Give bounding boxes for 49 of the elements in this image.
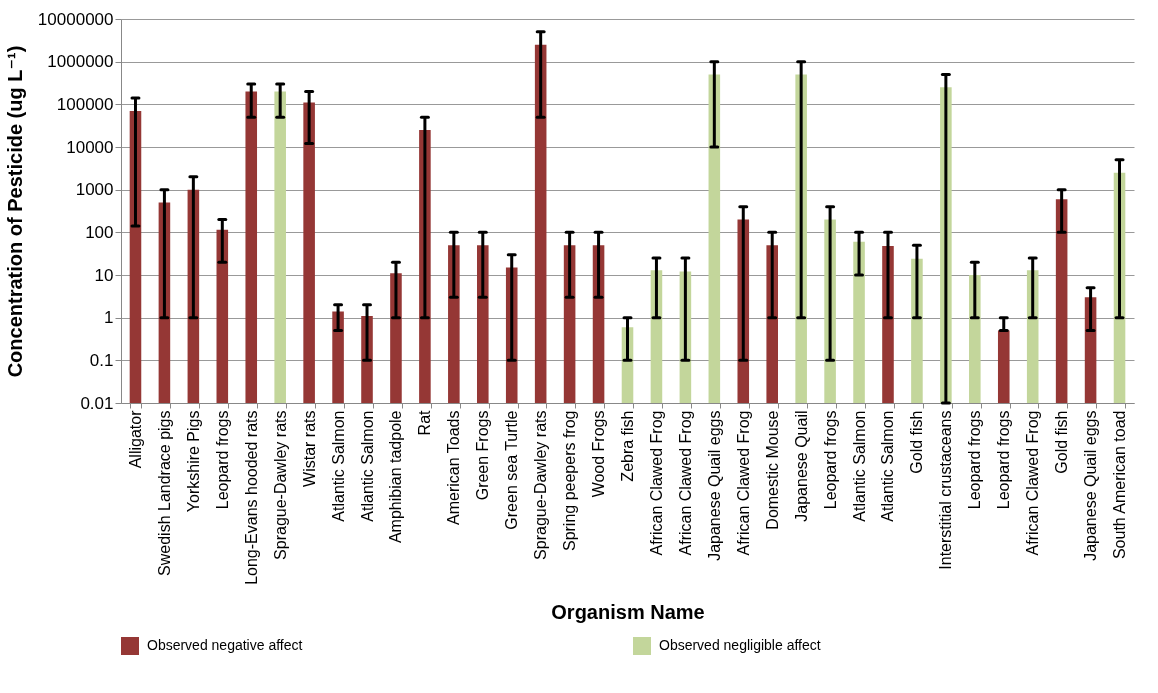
x-tick-label: Zebra fish	[619, 410, 636, 482]
legend-label: Observed negligible affect	[659, 637, 821, 653]
y-axis-title: Concentration of Pesticide (ug L⁻¹)	[3, 45, 26, 378]
x-tick-label: African Clawed Frog	[734, 410, 752, 556]
y-tick-label: 10000	[66, 137, 114, 157]
x-tick-label: Green sea Turtle	[503, 410, 521, 530]
x-tick-label: Wood Frogs	[590, 410, 608, 498]
x-tick-label: American Toads	[445, 410, 463, 525]
y-tick-label: 100	[85, 222, 114, 242]
y-tick-label: 100000	[56, 94, 114, 114]
x-tick-label: Leopard frogs	[995, 410, 1013, 510]
x-tick-label: Long-Evans hooded rats	[242, 410, 260, 585]
x-tick-label: Spring peepers frog	[561, 410, 579, 552]
legend-label: Observed negative affect	[147, 637, 303, 653]
x-tick-label: Swedish Landrace pigs	[155, 410, 173, 576]
y-tick-label: 0.1	[89, 350, 114, 370]
x-axis-title: Organism Name	[551, 600, 705, 623]
x-tick-label: Atlantic Salmon	[879, 410, 897, 522]
x-tick-label: Japanese Quail	[792, 410, 810, 522]
y-tick-label: 10000000	[37, 9, 114, 29]
y-tick-label: 0.01	[80, 393, 114, 413]
x-tick-label: Sprague-Dawley rats	[271, 410, 289, 560]
x-tick-label: African Clawed Frog	[647, 410, 665, 556]
x-tick-label: Sprague-Dawley rats	[532, 410, 550, 560]
x-tick-label: Leopard frogs	[966, 410, 984, 510]
y-tick-label: 1	[104, 308, 114, 328]
y-tick-label: 10	[94, 265, 114, 285]
x-tick-label: Leopard frogs	[821, 410, 839, 510]
x-tick-label: Leopard frogs	[213, 410, 231, 510]
y-tick-label: 1000000	[47, 52, 114, 72]
x-tick-label: South American toad	[1111, 410, 1129, 560]
x-tick-label: Alligator	[126, 409, 144, 469]
x-tick-label: Gold fish	[1053, 410, 1071, 474]
x-tick-label: African Clawed Frog	[676, 410, 694, 556]
x-tick-label: Amphibian tadpole	[387, 410, 405, 544]
x-tick-label: Domestic Mouse	[763, 410, 781, 530]
x-tick-label: Gold fish	[908, 410, 926, 474]
x-tick-label: Wistar rats	[300, 410, 318, 487]
x-tick-label: Green Frogs	[474, 410, 492, 501]
x-tick-label: Interstitial crustaceans	[937, 410, 955, 570]
y-tick-label: 1000	[75, 180, 114, 200]
x-tick-label: Yorkshire Pigs	[184, 410, 202, 513]
x-tick-label: Japanese Quail eggs	[1082, 410, 1100, 561]
x-tick-label: Atlantic Salmon	[329, 410, 347, 522]
x-tick-label: Atlantic Salmon	[850, 410, 868, 522]
x-tick-label: Rat	[416, 409, 434, 436]
x-tick-label: Atlantic Salmon	[358, 410, 376, 522]
x-tick-label: Japanese Quail eggs	[705, 410, 723, 561]
x-tick-label: African Clawed Frog	[1024, 410, 1042, 556]
